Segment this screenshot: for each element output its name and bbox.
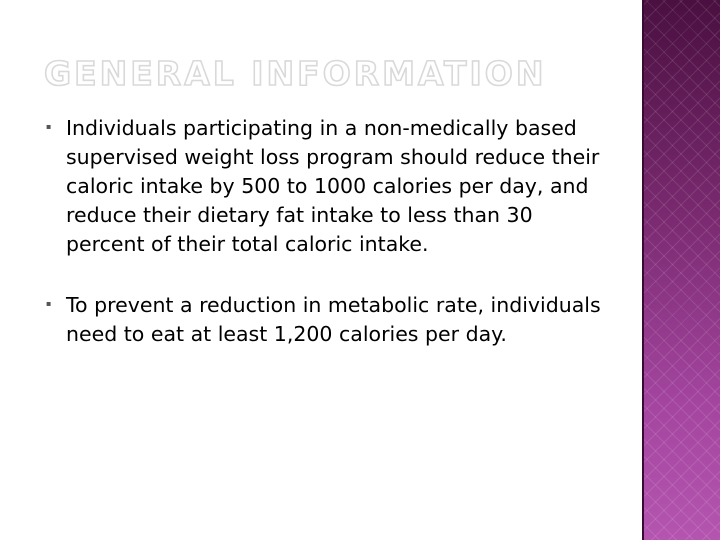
bullet-text: Individuals participating in a non-medic… <box>66 116 600 256</box>
bullet-item-calorie-reduction: ▪ Individuals participating in a non-med… <box>46 114 616 259</box>
bullet-square-icon: ▪ <box>46 299 52 308</box>
slide-title: GENERAL INFORMATION <box>43 53 547 94</box>
bullet-square-icon: ▪ <box>46 122 52 131</box>
decorative-side-panel <box>642 0 720 540</box>
bullet-item-minimum-calories: ▪ To prevent a reduction in metabolic ra… <box>46 291 616 349</box>
bullet-text: To prevent a reduction in metabolic rate… <box>66 293 601 346</box>
bullet-list: ▪ Individuals participating in a non-med… <box>46 114 616 381</box>
